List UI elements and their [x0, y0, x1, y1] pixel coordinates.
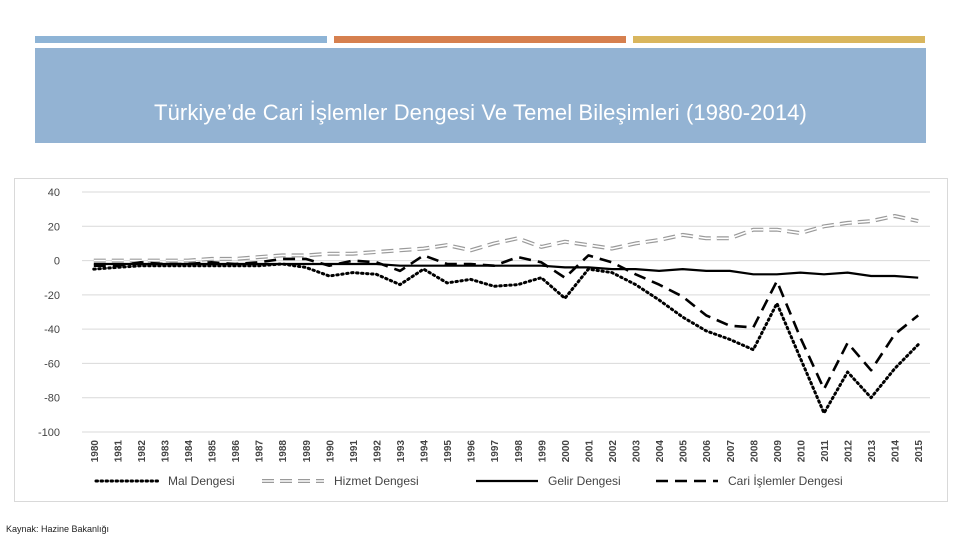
decor-bar-orange: [334, 36, 626, 43]
series-line-cari: [93, 254, 920, 391]
x-tick-label: 1987: [255, 440, 266, 463]
x-tick-label: 2006: [702, 440, 713, 463]
legend-label: Hizmet Dengesi: [334, 474, 419, 488]
series-line-mal: [92, 262, 920, 415]
x-tick-label: 1990: [325, 440, 336, 463]
x-tick-label: 2015: [914, 440, 925, 463]
x-tick-label: 2004: [655, 440, 666, 463]
series-dotted: [92, 262, 920, 415]
x-tick-label: 1985: [208, 440, 219, 463]
y-tick-label: -20: [44, 290, 60, 302]
x-tick-label: 2008: [749, 440, 760, 463]
series-double: [93, 214, 919, 263]
y-tick-label: -100: [38, 427, 60, 439]
y-tick-label: -40: [44, 324, 60, 336]
slide-title: Türkiye’de Cari İşlemler Dengesi Ve Teme…: [154, 100, 807, 125]
legend-label: Gelir Dengesi: [548, 474, 621, 488]
x-tick-label: 1999: [537, 440, 548, 463]
title-band: Türkiye’de Cari İşlemler Dengesi Ve Teme…: [35, 48, 926, 143]
y-tick-label: 20: [48, 221, 60, 233]
y-tick-label: 0: [54, 256, 60, 268]
y-tick-label: 40: [48, 187, 60, 199]
x-tick-label: 1989: [302, 440, 313, 463]
x-tick-label: 2001: [584, 440, 595, 463]
x-tick-label: 1991: [349, 440, 360, 463]
x-tick-label: 1982: [137, 440, 148, 463]
series-line-hizmet-inner: [93, 215, 919, 262]
x-tick-label: 1981: [113, 440, 124, 463]
x-tick-label: 1997: [490, 440, 501, 463]
x-tick-label: 1995: [443, 440, 454, 463]
x-tick-label: 1992: [372, 440, 383, 463]
x-tick-label: 1993: [396, 440, 407, 463]
decor-bar-blue: [35, 36, 327, 43]
x-tick-label: 2013: [867, 440, 878, 463]
x-tick-label: 1998: [514, 440, 525, 463]
x-tick-label: 1983: [160, 440, 171, 463]
source-note: Kaynak: Hazine Bakanlığı: [6, 524, 110, 534]
x-tick-label: 2011: [820, 440, 831, 462]
x-tick-label: 1996: [467, 440, 478, 463]
x-tick-label: 2014: [891, 440, 902, 463]
x-tick-label: 2009: [773, 440, 784, 463]
x-tick-label: 2007: [726, 440, 737, 463]
x-tick-label: 2010: [796, 440, 807, 463]
decor-bar-gold: [633, 36, 925, 43]
legend-label: Mal Dengesi: [168, 474, 235, 488]
x-tick-label: 1988: [278, 440, 289, 463]
x-tick-label: 1994: [420, 440, 431, 463]
x-tick-label: 2003: [632, 440, 643, 463]
series-dashed: [93, 254, 920, 391]
y-tick-label: -80: [44, 393, 60, 405]
x-tick-label: 1986: [231, 440, 242, 463]
series-line-hizmet: [93, 214, 919, 263]
x-tick-label: 2000: [561, 440, 572, 463]
x-tick-label: 2005: [679, 440, 690, 463]
line-chart: 40 20 0 -20 -40 -60 -80 -100 1980 1981 1982 1983 198…: [38, 187, 930, 488]
x-tick-label: 1980: [90, 440, 101, 463]
y-tick-label: -60: [44, 358, 60, 370]
x-tick-label: 2002: [608, 440, 619, 463]
x-tick-label: 2012: [844, 440, 855, 463]
legend-label: Cari İşlemler Dengesi: [728, 474, 843, 488]
x-tick-label: 1984: [184, 440, 195, 463]
